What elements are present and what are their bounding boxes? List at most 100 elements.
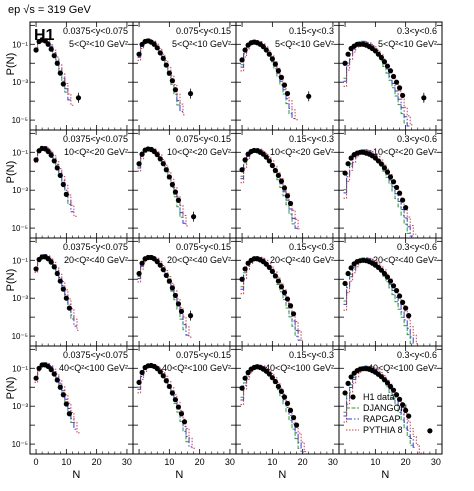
data-point — [139, 369, 145, 376]
data-point — [166, 278, 172, 284]
y-tick-label: 10⁻¹ — [12, 256, 28, 265]
data-point — [63, 295, 69, 301]
data-point — [384, 380, 391, 386]
panel: 0.3<y<0.6 40<Q²<100 GeV² — [338, 345, 443, 455]
data-point — [239, 276, 245, 282]
data-point — [60, 81, 66, 87]
x-tick-label: 0 — [34, 457, 39, 467]
data-point — [348, 155, 354, 161]
data-point — [169, 390, 175, 396]
data-point — [393, 288, 400, 294]
pythia-histogram — [137, 147, 189, 227]
data-point — [160, 161, 166, 167]
y-tick-label: 10⁻³ — [12, 294, 28, 303]
legend-marker-h1-data — [350, 394, 356, 400]
data-point — [242, 266, 248, 272]
data-point — [169, 78, 175, 84]
data-point — [63, 191, 69, 197]
data-point — [242, 157, 248, 163]
data-point — [242, 47, 248, 53]
data-point — [166, 383, 172, 390]
data-point — [381, 270, 388, 277]
data-point — [139, 151, 145, 157]
data-point — [51, 371, 57, 377]
data-point — [345, 161, 351, 167]
q2-bin-label: 5<Q²<10 GeV² — [172, 39, 231, 49]
data-point — [387, 383, 394, 390]
data-point — [66, 305, 72, 311]
data-point — [136, 379, 142, 386]
x-tick-label: 30 — [225, 457, 235, 467]
x-axis-label: N — [381, 469, 389, 481]
data-point — [266, 51, 272, 57]
q2-bin-label: 10<Q²<20 GeV² — [373, 147, 437, 157]
panel: 0.15<y<0.3 5<Q²<10 GeV² — [235, 21, 340, 131]
panel: 0.075<y<0.15 20<Q²<40 GeV² — [132, 237, 237, 347]
x-axis-label: N — [278, 469, 286, 481]
panel: 0.0375<y<0.075 10<Q²<20 GeV² — [29, 129, 134, 239]
q2-bin-label: 5<Q²<10 GeV² — [275, 39, 334, 49]
data-point — [387, 174, 394, 180]
data-point — [342, 280, 348, 287]
data-point — [63, 401, 69, 407]
data-point — [390, 179, 397, 185]
data-point — [275, 172, 282, 179]
data-point — [387, 68, 394, 74]
data-point — [157, 369, 163, 375]
data-point — [281, 394, 288, 400]
data-point — [163, 272, 169, 278]
data-point — [269, 268, 275, 274]
data-point — [33, 375, 39, 381]
data-point — [427, 428, 433, 434]
data-point — [381, 165, 388, 171]
data-point — [406, 413, 412, 419]
data-point — [378, 161, 385, 167]
data-point — [293, 422, 300, 428]
legend-entry: DJANGOH — [363, 403, 407, 413]
data-point — [421, 95, 427, 101]
data-point — [269, 375, 275, 381]
panel: 0.075<y<0.15 5<Q²<10 GeV² — [132, 21, 237, 131]
data-point — [136, 270, 142, 277]
data-point — [384, 63, 391, 69]
data-point — [178, 411, 185, 417]
data-point — [275, 278, 282, 284]
data-point — [284, 296, 291, 302]
q2-bin-label: 20<Q²<40 GeV² — [64, 255, 128, 265]
data-point — [33, 47, 39, 53]
data-point — [33, 157, 39, 163]
data-point — [48, 259, 54, 265]
panel: 0.3<y<0.6 10<Q²<20 GeV² — [338, 129, 443, 239]
pythia-histogram — [343, 41, 414, 126]
q2-bin-label: 20<Q²<40 GeV² — [167, 255, 231, 265]
data-point — [48, 367, 54, 373]
panel-frame — [235, 237, 340, 347]
data-point — [57, 278, 63, 284]
data-point — [281, 82, 288, 88]
data-point — [242, 375, 248, 381]
q2-bin-label: 10<Q²<20 GeV² — [270, 147, 334, 157]
data-point — [342, 390, 348, 396]
panel-frame — [338, 21, 443, 131]
data-point — [160, 267, 166, 273]
data-point — [287, 407, 294, 413]
y-bin-label: 0.0375<y<0.075 — [63, 134, 128, 144]
data-point — [75, 95, 82, 101]
data-point — [175, 197, 182, 203]
data-point — [160, 373, 166, 379]
data-point — [290, 311, 297, 317]
data-point — [400, 92, 406, 99]
panel: 0.075<y<0.15 40<Q²<100 GeV² — [132, 345, 237, 455]
data-point — [275, 383, 282, 390]
panel-frame — [235, 345, 340, 455]
data-point — [45, 41, 51, 47]
data-point — [284, 193, 291, 199]
data-point — [342, 60, 348, 66]
q2-bin-label: 20<Q²<40 GeV² — [270, 255, 334, 265]
data-point — [266, 264, 272, 271]
y-bin-label: 0.15<y<0.3 — [289, 242, 334, 252]
data-point — [396, 190, 403, 196]
data-point — [290, 414, 297, 421]
data-point — [345, 51, 351, 57]
data-point — [36, 365, 42, 371]
